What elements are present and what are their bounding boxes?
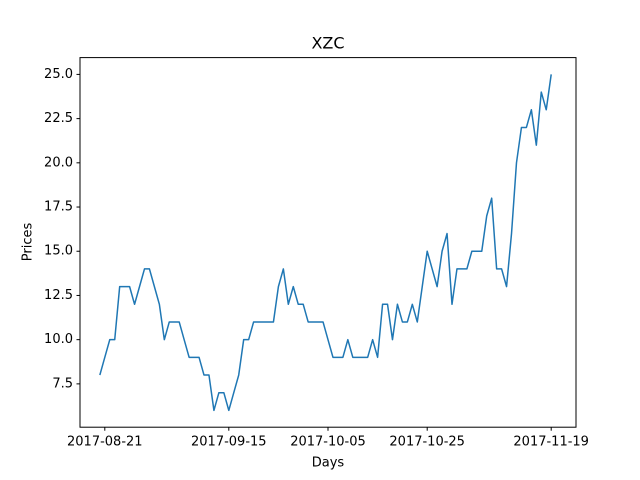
x-tick-label: 2017-10-25 [389,435,465,450]
y-tick-label: 7.5 [52,376,73,391]
price-line [99,74,552,412]
y-tick-label: 10.0 [44,332,73,347]
plot-frame [79,57,577,428]
x-tick-label: 2017-11-19 [513,435,589,450]
x-axis-label: Days [312,456,345,471]
x-tick-label: 2017-10-05 [290,435,366,450]
x-tick-label: 2017-09-15 [191,435,267,450]
y-tick-label: 17.5 [44,200,73,215]
x-tick-label: 2017-08-21 [67,435,143,450]
y-tick-label: 25.0 [44,67,73,82]
y-tick-label: 12.5 [44,288,73,303]
y-axis-label: Prices [21,223,36,262]
y-tick-label: 15.0 [44,244,73,259]
y-tick-label: 20.0 [44,155,73,170]
chart-title: XZC [311,34,344,53]
y-tick-label: 22.5 [44,111,73,126]
